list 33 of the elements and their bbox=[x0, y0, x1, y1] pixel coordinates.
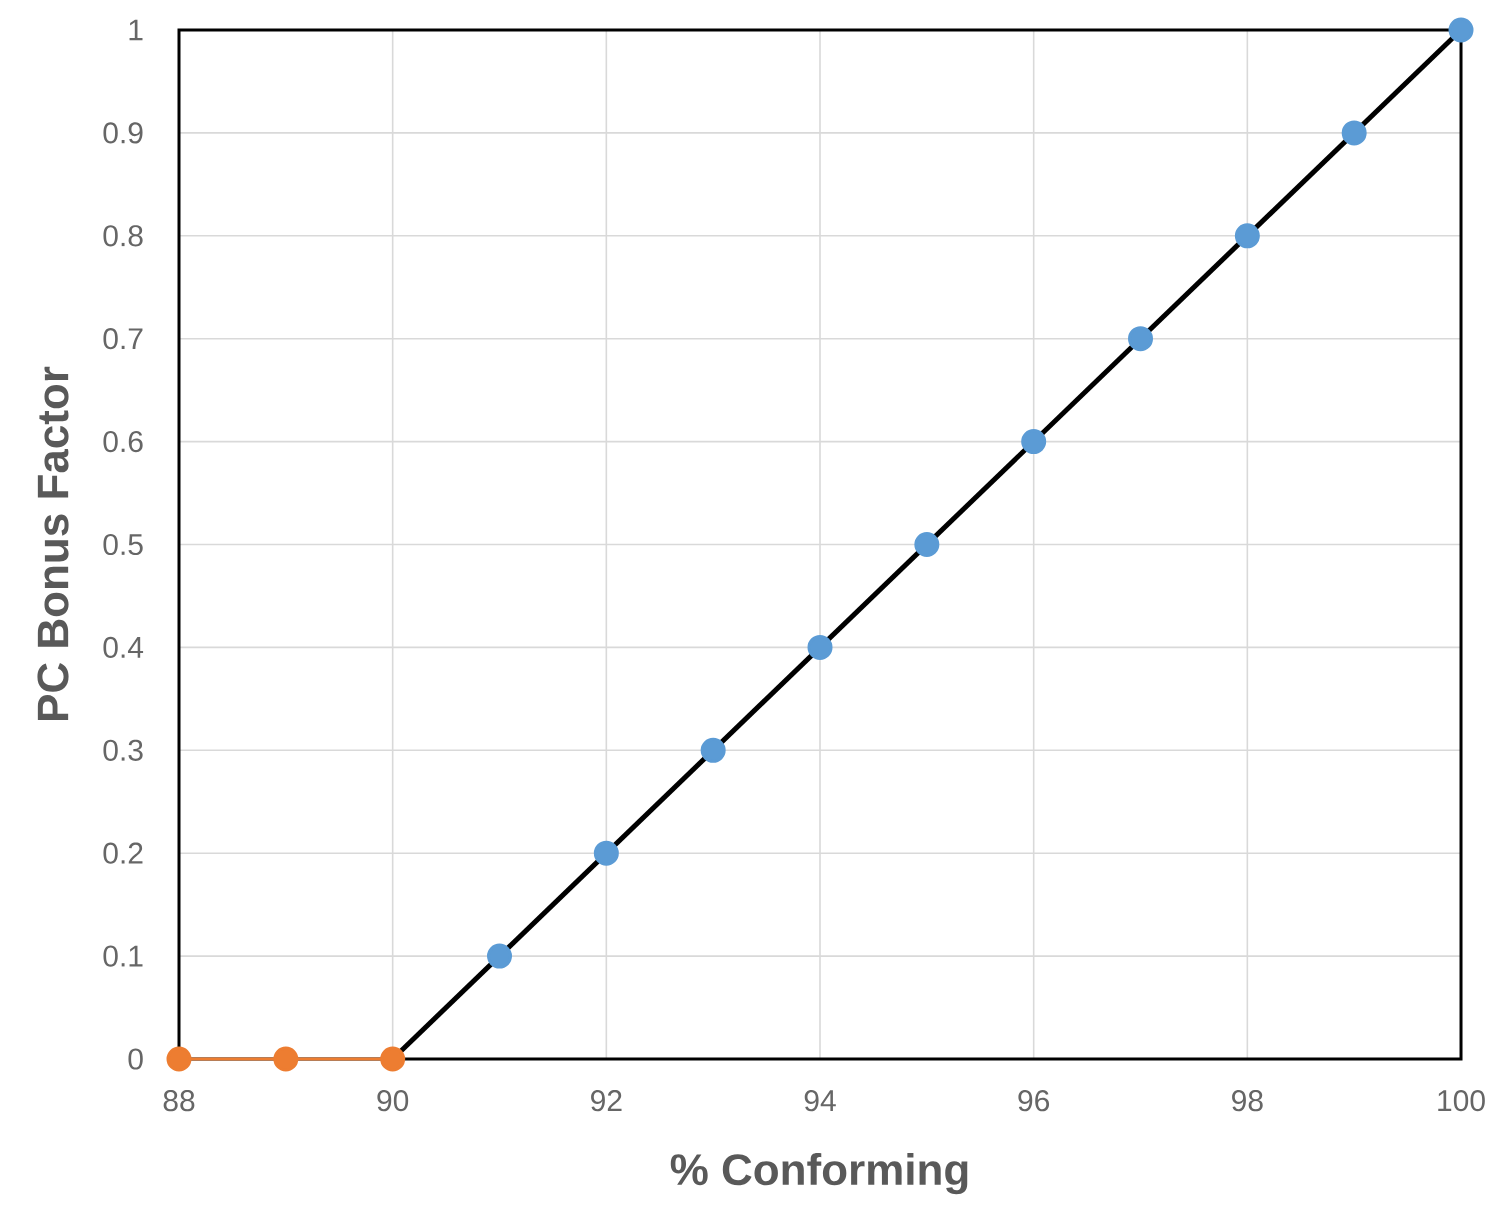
y-tick-label: 0.5 bbox=[103, 533, 143, 556]
y-tick-label: 0.7 bbox=[103, 328, 143, 350]
x-tick-label: 98 bbox=[1232, 1090, 1263, 1112]
point bbox=[700, 737, 726, 763]
point bbox=[380, 1046, 406, 1072]
y-tick-label: 0.9 bbox=[103, 122, 143, 144]
x-tick-label: 100 bbox=[1438, 1090, 1485, 1112]
point bbox=[1448, 17, 1474, 43]
y-tick-label: 0.3 bbox=[103, 739, 143, 761]
y-tick-label: 0.4 bbox=[103, 636, 144, 658]
point bbox=[273, 1046, 299, 1072]
point bbox=[593, 840, 619, 866]
x-tick-label: 92 bbox=[591, 1090, 622, 1112]
point bbox=[1021, 429, 1047, 455]
y-axis-title: PC Bonus Factor bbox=[37, 366, 69, 721]
y-tick-label: 0 bbox=[128, 1048, 143, 1070]
point bbox=[807, 634, 833, 660]
x-tick-label: 94 bbox=[804, 1090, 836, 1112]
y-tick-label: 1 bbox=[129, 19, 143, 41]
point bbox=[1341, 120, 1367, 146]
y-tick-label: 0.1 bbox=[103, 945, 143, 967]
x-tick-label: 90 bbox=[377, 1090, 409, 1112]
point bbox=[166, 1046, 192, 1072]
x-axis-title: % Conforming bbox=[670, 1152, 968, 1195]
x-tick-label: 88 bbox=[163, 1090, 195, 1112]
y-tick-label: 0.6 bbox=[103, 430, 143, 453]
point bbox=[1128, 326, 1154, 352]
y-tick-label: 0.2 bbox=[103, 842, 143, 864]
point bbox=[914, 531, 940, 557]
point bbox=[1234, 223, 1260, 249]
y-tick-label: 0.8 bbox=[103, 225, 143, 247]
point bbox=[487, 943, 513, 969]
x-tick-label: 96 bbox=[1018, 1090, 1050, 1112]
